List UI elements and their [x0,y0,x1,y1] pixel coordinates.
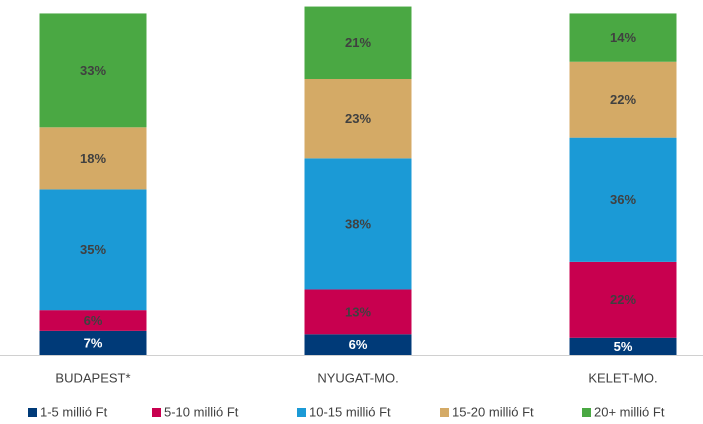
bar-segment [569,13,677,62]
value-label: 18% [80,151,106,166]
bar-segment [569,337,677,355]
legend-label: 5-10 millió Ft [164,404,239,419]
value-label: 13% [345,304,371,319]
bar-segment [39,13,147,128]
bar-segment [304,79,412,159]
legend-swatch [582,408,591,417]
value-label: 38% [345,216,371,231]
x-tick-label: KELET-MO. [588,370,657,385]
value-label: 5% [614,339,633,354]
x-tick-label: NYUGAT-MO. [317,370,398,385]
legend-swatch [28,408,37,417]
bar-segment [39,310,147,331]
bar-segment [304,6,412,79]
value-label: 35% [80,242,106,257]
value-label: 7% [84,335,103,350]
bar-segment [304,334,412,355]
legend-label: 10-15 millió Ft [309,404,391,419]
value-label: 14% [610,30,636,45]
value-label: 22% [610,92,636,107]
value-label: 6% [349,337,368,352]
value-label: 6% [84,313,103,328]
value-label: 33% [80,63,106,78]
bar-segment [304,289,412,335]
legend-swatch [297,408,306,417]
legend-swatch [440,408,449,417]
bar-segment [39,189,147,311]
legend-swatch [152,408,161,417]
bar-segment [39,330,147,355]
legend-label: 20+ millió Ft [594,404,665,419]
bar-segment [39,127,147,190]
legend-label: 15-20 millió Ft [452,404,534,419]
x-tick-label: BUDAPEST* [55,370,130,385]
bar-segment [569,261,677,338]
value-label: 23% [345,111,371,126]
value-label: 36% [610,192,636,207]
bar-segment [569,61,677,138]
legend-label: 1-5 millió Ft [40,404,108,419]
value-label: 21% [345,35,371,50]
bar-segment [569,137,677,262]
value-label: 22% [610,292,636,307]
bar-segment [304,158,412,290]
